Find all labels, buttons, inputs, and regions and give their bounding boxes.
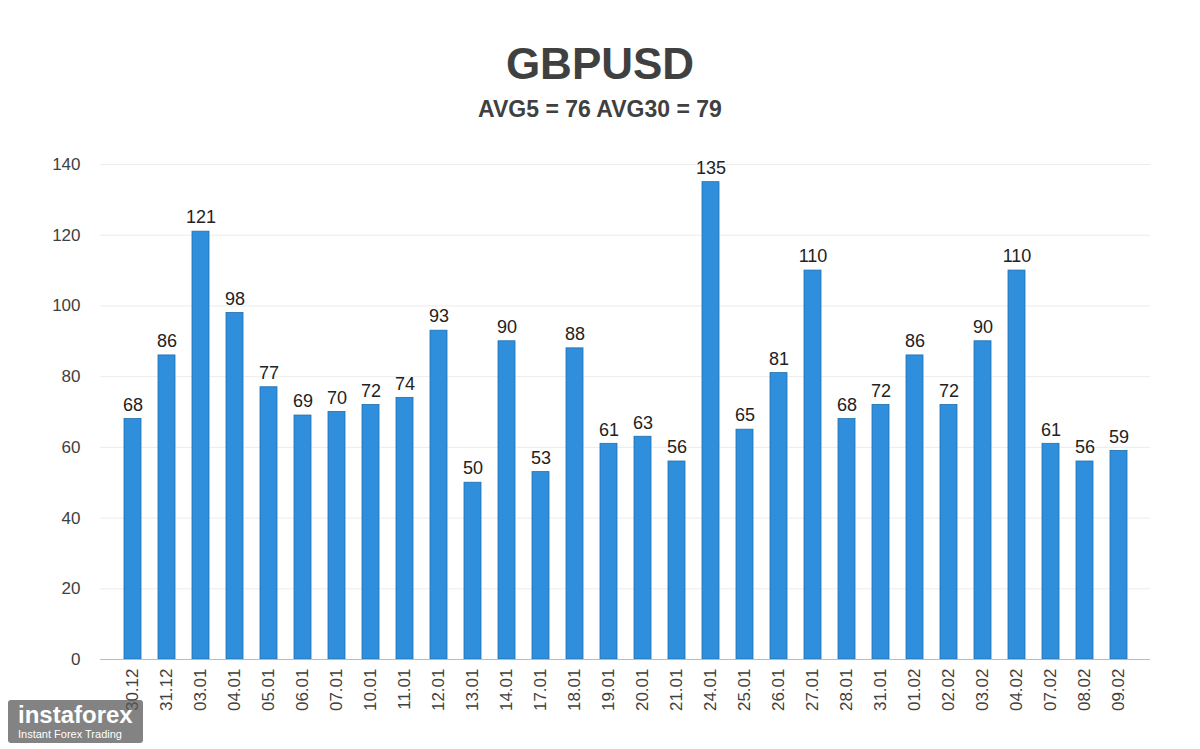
svg-text:19.01: 19.01	[599, 669, 618, 712]
svg-text:17.01: 17.01	[531, 669, 550, 712]
svg-text:31.12: 31.12	[157, 669, 176, 712]
svg-text:74: 74	[395, 374, 415, 394]
svg-text:27.01: 27.01	[803, 669, 822, 712]
svg-text:05.01: 05.01	[259, 669, 278, 712]
svg-text:01.02: 01.02	[905, 669, 924, 712]
svg-text:88: 88	[565, 324, 585, 344]
svg-text:18.01: 18.01	[565, 669, 584, 712]
svg-text:20: 20	[62, 579, 81, 598]
svg-text:61: 61	[599, 420, 619, 440]
html-text:AVG5 = 76 AVG30 = 79: AVG5 = 76 AVG30 = 79	[478, 96, 722, 122]
svg-text:03.02: 03.02	[973, 669, 992, 712]
html-text:Instant Forex Trading: Instant Forex Trading	[18, 728, 122, 740]
svg-text:80: 80	[62, 367, 81, 386]
svg-text:70: 70	[327, 388, 347, 408]
svg-text:04.01: 04.01	[225, 669, 244, 712]
svg-text:24.01: 24.01	[701, 669, 720, 712]
svg-text:40: 40	[62, 509, 81, 528]
svg-text:09.02: 09.02	[1109, 669, 1128, 712]
svg-text:07.02: 07.02	[1041, 669, 1060, 712]
svg-text:72: 72	[939, 381, 959, 401]
svg-text:120: 120	[52, 226, 80, 245]
svg-text:98: 98	[225, 289, 245, 309]
svg-text:86: 86	[905, 331, 925, 351]
svg-text:26.01: 26.01	[769, 669, 788, 712]
svg-text:63: 63	[633, 413, 653, 433]
svg-text:140: 140	[52, 155, 80, 174]
svg-text:65: 65	[735, 405, 755, 425]
svg-text:60: 60	[62, 438, 81, 457]
svg-text:72: 72	[361, 381, 381, 401]
svg-text:30.12: 30.12	[123, 668, 143, 711]
svg-text:72: 72	[871, 381, 891, 401]
svg-text:93: 93	[429, 306, 449, 326]
svg-text:20.01: 20.01	[633, 669, 652, 712]
svg-text:02.02: 02.02	[939, 669, 958, 712]
svg-text:04.02: 04.02	[1007, 669, 1026, 712]
svg-text:13.01: 13.01	[463, 669, 482, 712]
svg-text:68: 68	[123, 395, 143, 415]
svg-text:56: 56	[1075, 437, 1095, 457]
svg-text:28.01: 28.01	[837, 669, 856, 712]
html-text:GBPUSD: GBPUSD	[505, 39, 695, 88]
svg-text:121: 121	[186, 207, 216, 227]
svg-text:90: 90	[973, 317, 993, 337]
svg-text:11.01: 11.01	[395, 669, 414, 710]
svg-text:53: 53	[531, 448, 551, 468]
svg-text:08.02: 08.02	[1075, 669, 1094, 712]
svg-text:68: 68	[837, 395, 857, 415]
svg-text:12.01: 12.01	[429, 669, 448, 712]
svg-text:31.01: 31.01	[871, 669, 890, 712]
svg-text:07.01: 07.01	[327, 669, 346, 712]
html-text:instaforex: instaforex	[18, 701, 133, 728]
svg-text:03.01: 03.01	[191, 669, 210, 712]
svg-text:81: 81	[769, 349, 789, 369]
svg-text:0: 0	[71, 650, 80, 669]
svg-text:56: 56	[667, 437, 687, 457]
svg-text:25.01: 25.01	[735, 669, 754, 712]
svg-text:59: 59	[1109, 427, 1129, 447]
svg-text:110: 110	[1003, 246, 1032, 266]
svg-text:21.01: 21.01	[667, 669, 686, 712]
svg-text:100: 100	[52, 296, 80, 315]
svg-text:90: 90	[497, 317, 517, 337]
svg-text:69: 69	[293, 391, 313, 411]
svg-text:110: 110	[799, 246, 828, 266]
svg-text:50: 50	[463, 458, 483, 478]
svg-text:06.01: 06.01	[293, 669, 312, 712]
svg-text:10.01: 10.01	[361, 669, 380, 712]
svg-text:77: 77	[259, 363, 279, 383]
svg-text:61: 61	[1041, 420, 1061, 440]
svg-text:14.01: 14.01	[497, 669, 516, 712]
svg-text:135: 135	[696, 158, 726, 178]
svg-text:86: 86	[157, 331, 177, 351]
